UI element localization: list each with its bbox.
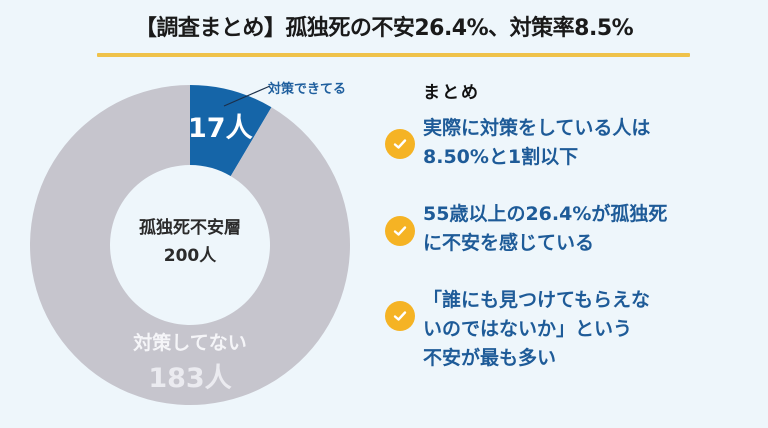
callout-leader-line — [223, 85, 271, 107]
check-circle-icon — [385, 129, 415, 159]
donut-segment-countermeasure — [190, 85, 272, 177]
segment-label-no-countermeasure: 対策してない — [133, 332, 247, 354]
summary-panel: まとめ 実際に対策をしている人は 8.50%と1割以下 55歳以上の26.4%が… — [385, 78, 765, 369]
donut-svg — [30, 85, 351, 405]
title-underline — [97, 53, 690, 57]
segment-value-no-countermeasure: 183人 — [148, 363, 232, 394]
summary-item-text: 「誰にも見つけてもらえな いのではないか」という 不安が最も多い — [423, 289, 651, 369]
segment-callout-countermeasure: 対策できてる — [268, 82, 347, 97]
segment-value-countermeasure: 17人 — [188, 113, 253, 144]
center-label-title: 孤独死不安層 — [139, 218, 241, 238]
donut-chart: 孤独死不安層 200人 17人 対策できてる 対策してない 183人 — [30, 82, 351, 405]
summary-item-text: 実際に対策をしている人は 8.50%と1割以下 — [423, 117, 651, 168]
page-title: 【調査まとめ】孤独死の不安26.4%、対策率8.5% — [134, 16, 634, 41]
summary-item-text: 55歳以上の26.4%が孤独死 に不安を感じている — [423, 203, 668, 254]
check-circle-icon — [385, 216, 415, 246]
check-circle-icon — [385, 301, 415, 331]
center-label-total: 200人 — [163, 246, 217, 266]
summary-heading: まとめ — [423, 83, 480, 103]
donut-center-label: 孤独死不安層 200人 — [110, 214, 270, 270]
donut-segment-no-countermeasure — [30, 85, 351, 405]
